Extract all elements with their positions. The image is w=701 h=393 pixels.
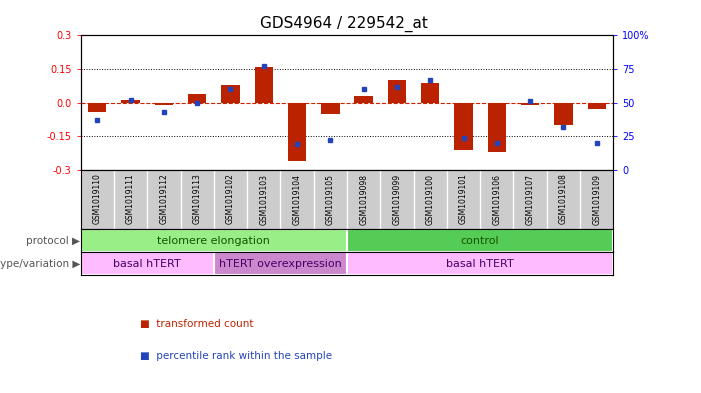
Bar [347, 229, 613, 252]
Bar [222, 85, 240, 103]
Text: protocol ▶: protocol ▶ [26, 236, 80, 246]
Text: GSM1019110: GSM1019110 [93, 174, 102, 224]
Bar [488, 103, 506, 152]
Bar [347, 252, 613, 275]
Text: GSM1019107: GSM1019107 [526, 174, 535, 225]
Text: GSM1019109: GSM1019109 [592, 174, 601, 225]
Bar [288, 103, 306, 161]
Text: GSM1019098: GSM1019098 [359, 174, 368, 225]
Text: GSM1019101: GSM1019101 [459, 174, 468, 224]
Bar [88, 103, 107, 112]
Bar [454, 103, 472, 150]
Bar [188, 94, 206, 103]
Text: ■  percentile rank within the sample: ■ percentile rank within the sample [140, 351, 332, 361]
Bar [81, 252, 214, 275]
Bar [587, 103, 606, 109]
Text: genotype/variation ▶: genotype/variation ▶ [0, 259, 80, 269]
Bar [121, 101, 139, 103]
Text: GSM1019100: GSM1019100 [426, 174, 435, 225]
Text: ■  transformed count: ■ transformed count [140, 319, 254, 329]
Bar [521, 103, 539, 105]
Text: GDS4964 / 229542_at: GDS4964 / 229542_at [259, 16, 428, 32]
Bar [421, 83, 440, 103]
Bar [254, 67, 273, 103]
Text: GSM1019103: GSM1019103 [259, 174, 268, 225]
Bar [214, 252, 347, 275]
Text: GSM1019113: GSM1019113 [193, 174, 202, 224]
Text: GSM1019105: GSM1019105 [326, 174, 335, 225]
Bar [388, 80, 406, 103]
Text: GSM1019106: GSM1019106 [492, 174, 501, 225]
Text: GSM1019112: GSM1019112 [159, 174, 168, 224]
Text: control: control [461, 236, 500, 246]
Text: GSM1019099: GSM1019099 [393, 174, 402, 225]
Bar [554, 103, 573, 125]
Text: basal hTERT: basal hTERT [447, 259, 514, 269]
Bar [355, 96, 373, 103]
Text: GSM1019104: GSM1019104 [292, 174, 301, 225]
Bar [321, 103, 339, 114]
Text: GSM1019108: GSM1019108 [559, 174, 568, 224]
Text: hTERT overexpression: hTERT overexpression [219, 259, 342, 269]
Text: basal hTERT: basal hTERT [114, 259, 181, 269]
Text: GSM1019111: GSM1019111 [126, 174, 135, 224]
Text: telomere elongation: telomere elongation [157, 236, 271, 246]
Bar [155, 103, 173, 105]
Bar [81, 229, 347, 252]
Text: GSM1019102: GSM1019102 [226, 174, 235, 224]
